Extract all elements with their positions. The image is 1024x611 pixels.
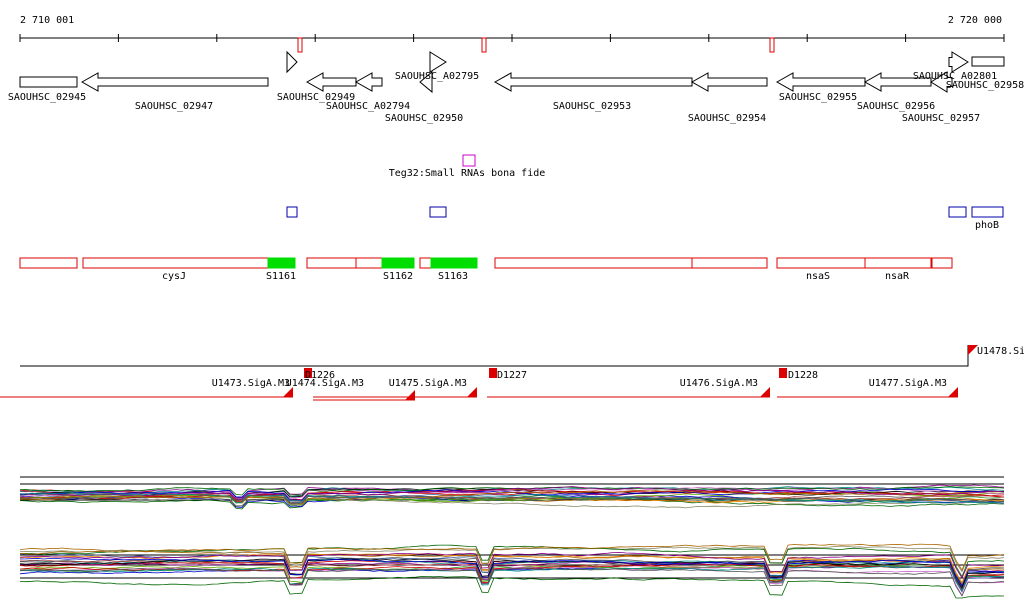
promoter-label: U1473.SigA.M3 [212, 378, 290, 389]
operon-box [286, 206, 298, 218]
gene-label: SAOUHSC_02954 [688, 113, 766, 124]
gene [419, 70, 433, 94]
operon-label: phoB [975, 220, 999, 231]
promoter-label: U1478.Si [977, 346, 1024, 357]
gene [930, 71, 953, 93]
gene-label: SAOUHSC_02956 [857, 101, 935, 112]
region [355, 257, 383, 269]
profile-line [19, 547, 1005, 586]
region-label: nsaR [885, 271, 910, 282]
ruler-marker [481, 37, 487, 53]
promoter-tip [283, 387, 293, 397]
region [864, 257, 932, 269]
promoter-box [489, 368, 497, 378]
gene [948, 51, 969, 73]
gene-label: SAOUHSC_02949 [277, 92, 355, 103]
gene [493, 72, 693, 92]
profile-line [19, 566, 1005, 597]
promoter-label: D1227 [497, 370, 527, 381]
promoter-box [779, 368, 787, 378]
region-label: nsaS [806, 271, 830, 282]
profile-line [19, 490, 1004, 505]
promoter-label: U1474.SigA.M3 [286, 378, 364, 389]
profile-line [19, 558, 1005, 587]
region [494, 257, 693, 269]
region [776, 257, 866, 269]
promoter-tip [405, 390, 415, 400]
ruler-marker [769, 37, 775, 53]
ruler-end: 2 720 000 [948, 15, 1002, 26]
profile-line [19, 566, 1005, 592]
region [419, 257, 432, 269]
gene [286, 50, 298, 74]
gene-label: SAOUHSC_02950 [385, 113, 463, 124]
region [267, 257, 296, 269]
profile-line [19, 491, 1005, 506]
profile-line [19, 558, 1005, 589]
gene-label: SAOUHSC_02947 [135, 101, 213, 112]
gene-label: SAOUHSC_02955 [779, 92, 857, 103]
gene-label: SAOUHSC_02945 [8, 92, 86, 103]
srna-box [462, 154, 476, 167]
region-label: S1163 [438, 271, 468, 282]
promoter-label: U1475.SigA.M3 [389, 378, 467, 389]
gene [775, 72, 866, 92]
profile-line [19, 575, 1005, 599]
srna-label: Teg32:Small RNAs bona fide [389, 168, 546, 179]
gene [19, 76, 78, 88]
region [19, 257, 78, 269]
promoter-label: D1226 [305, 370, 335, 381]
region-label: S1161 [266, 271, 296, 282]
profile-line [19, 486, 1005, 502]
gene [305, 72, 357, 92]
promoter-tip [948, 387, 958, 397]
profile-line [19, 544, 1005, 578]
profile-line [19, 551, 1005, 579]
gene [429, 51, 447, 73]
region-label: S1162 [383, 271, 413, 282]
gene-label: SAOUHSC_02958 [946, 80, 1024, 91]
region [306, 257, 357, 269]
region [691, 257, 768, 269]
promoter-label: U1476.SigA.M3 [680, 378, 758, 389]
profile-line [20, 561, 1005, 593]
region-label: cysJ [162, 271, 186, 282]
promoter-flag [968, 345, 978, 355]
region [381, 257, 415, 269]
promoter-line [20, 345, 969, 367]
profile-line [20, 495, 1005, 507]
gene [971, 56, 1005, 67]
gene-label: SAOUHSC_A02795 [395, 71, 479, 82]
promoter-label: D1228 [788, 370, 818, 381]
gene [354, 72, 383, 92]
promoter-tip [760, 387, 770, 397]
operon-box [971, 206, 1004, 218]
gene-label: SAOUHSC_A02794 [326, 101, 410, 112]
gene [690, 72, 768, 92]
operon-box [429, 206, 447, 218]
region [82, 257, 269, 269]
profile-line [19, 492, 1004, 504]
gene-label: SAOUHSC_02953 [553, 101, 631, 112]
ruler-marker [297, 37, 303, 53]
ruler-start: 2 710 001 [20, 15, 74, 26]
gene-label: SAOUHSC_A02801 [913, 71, 997, 82]
promoter-tip [467, 387, 477, 397]
profile-line [19, 567, 1005, 597]
profile-line [19, 543, 1005, 571]
gene-label: SAOUHSC_02957 [902, 113, 980, 124]
region [931, 257, 953, 269]
promoter-label: U1477.SigA.M3 [869, 378, 947, 389]
gene [80, 72, 269, 92]
operon-box [948, 206, 967, 218]
region [430, 257, 478, 269]
promoter-box [304, 368, 312, 378]
